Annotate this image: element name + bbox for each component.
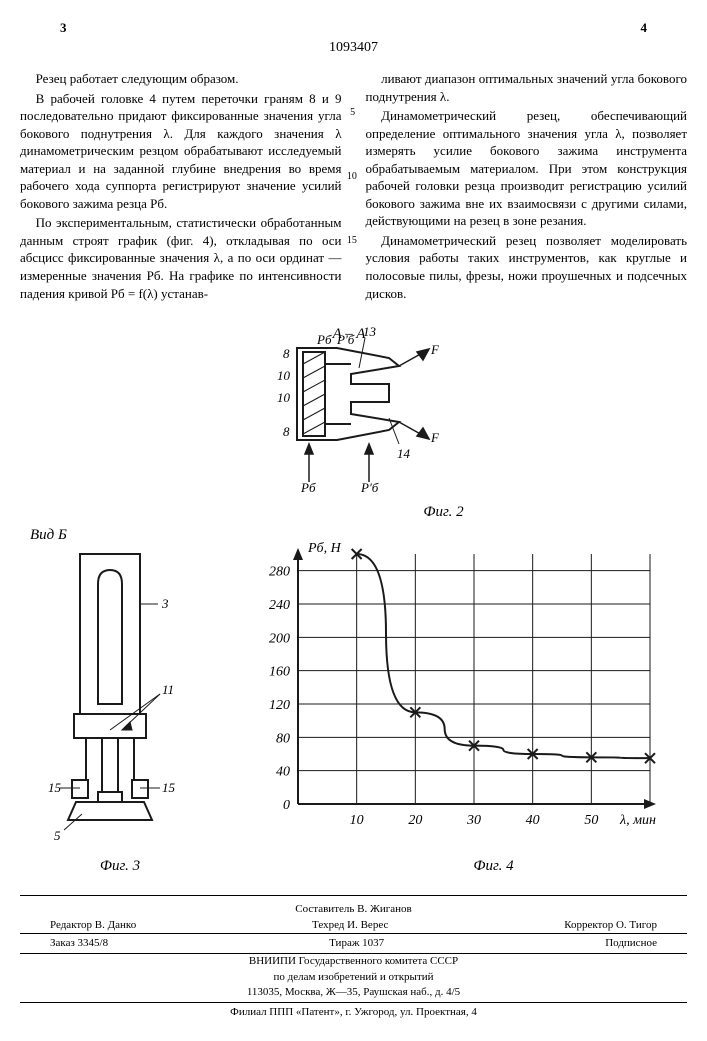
- c3-11: 11: [162, 682, 174, 697]
- svg-text:10: 10: [350, 813, 364, 828]
- f-pb1-b: P′б: [360, 480, 379, 494]
- figures: A – A: [20, 324, 687, 875]
- svg-text:30: 30: [466, 813, 481, 828]
- sign: Подписное: [605, 936, 657, 951]
- c-10t: 10: [277, 368, 291, 383]
- footer: Составитель В. Жиганов Редактор В. Данко…: [20, 895, 687, 1021]
- fig2-svg: A – A: [239, 324, 469, 494]
- svg-text:280: 280: [269, 565, 290, 580]
- line-num-15: 15: [347, 234, 357, 248]
- svg-text:λ, мин: λ, мин: [619, 813, 656, 828]
- para-3: По экспериментальным, статистически обра…: [20, 214, 342, 302]
- c3-5: 5: [54, 828, 61, 843]
- org2: по делам изобретений и открытий: [20, 970, 687, 985]
- tech: Техред И. Верес: [312, 918, 388, 933]
- f-F1: F: [430, 342, 440, 357]
- svg-text:160: 160: [269, 665, 290, 680]
- para-5: Динамометрический резец, обеспечивающий …: [366, 107, 688, 230]
- left-page: 3: [60, 20, 67, 36]
- page-numbers: 3 4: [20, 20, 687, 36]
- svg-text:200: 200: [269, 631, 290, 646]
- fig3-svg: 3 11 15 15 5: [20, 544, 200, 854]
- body-text: Резец работает следующим образом. В рабо…: [20, 70, 687, 304]
- line-num-10: 10: [347, 170, 357, 184]
- c3-15b: 15: [162, 780, 176, 795]
- patent-number: 1093407: [20, 40, 687, 56]
- addr1: 113035, Москва, Ж—35, Раушская наб., д. …: [20, 985, 687, 1000]
- order: Заказ 3345/8: [50, 936, 108, 951]
- fig3-label: Фиг. 3: [20, 858, 220, 875]
- svg-text:50: 50: [584, 813, 598, 828]
- svg-text:120: 120: [269, 698, 290, 713]
- para-1: Резец работает следующим образом.: [20, 70, 342, 88]
- svg-text:240: 240: [269, 598, 290, 613]
- para-2: В рабочей головке 4 путем переточки гран…: [20, 90, 342, 213]
- svg-text:40: 40: [276, 765, 290, 780]
- para-4: ливают диапазон оптимальных значений угл…: [366, 70, 688, 105]
- c3-3: 3: [161, 596, 169, 611]
- c-13: 13: [363, 324, 377, 339]
- svg-text:Pб, H: Pб, H: [307, 541, 342, 556]
- c-14: 14: [397, 446, 411, 461]
- right-page: 4: [641, 20, 648, 36]
- svg-text:80: 80: [276, 731, 290, 746]
- svg-text:0: 0: [283, 798, 290, 813]
- c-10b: 10: [277, 390, 291, 405]
- compiler: Составитель В. Жиганов: [20, 902, 687, 917]
- svg-text:40: 40: [526, 813, 540, 828]
- editor: Редактор В. Данко: [50, 918, 136, 933]
- c3-15a: 15: [48, 780, 62, 795]
- f-pb-t: Pб: [316, 332, 332, 347]
- fig4-label: Фиг. 4: [300, 858, 687, 875]
- line-num-5: 5: [350, 106, 355, 120]
- tirazh: Тираж 1037: [329, 936, 384, 951]
- org1: ВНИИПИ Государственного комитета СССР: [20, 954, 687, 969]
- c-8b: 8: [283, 424, 290, 439]
- fig3-title: Вид Б: [30, 527, 220, 544]
- addr2: Филиал ППП «Патент», г. Ужгород, ул. Про…: [20, 1002, 687, 1020]
- c-8t: 8: [283, 346, 290, 361]
- fig4-chart: 0 40 80 120 160 200 240 280 10 20 30 40 50 Pб, H λ, ми…: [240, 534, 670, 854]
- fig2-label: Фиг. 2: [200, 504, 687, 521]
- f-pb-b: Pб: [300, 480, 316, 494]
- para-6: Динамометрический резец позволяет модели…: [366, 232, 688, 302]
- f-pb1-t: P′б: [336, 332, 355, 347]
- f-F2: F: [430, 430, 440, 445]
- svg-text:20: 20: [408, 813, 422, 828]
- corrector: Корректор О. Тигор: [564, 918, 657, 933]
